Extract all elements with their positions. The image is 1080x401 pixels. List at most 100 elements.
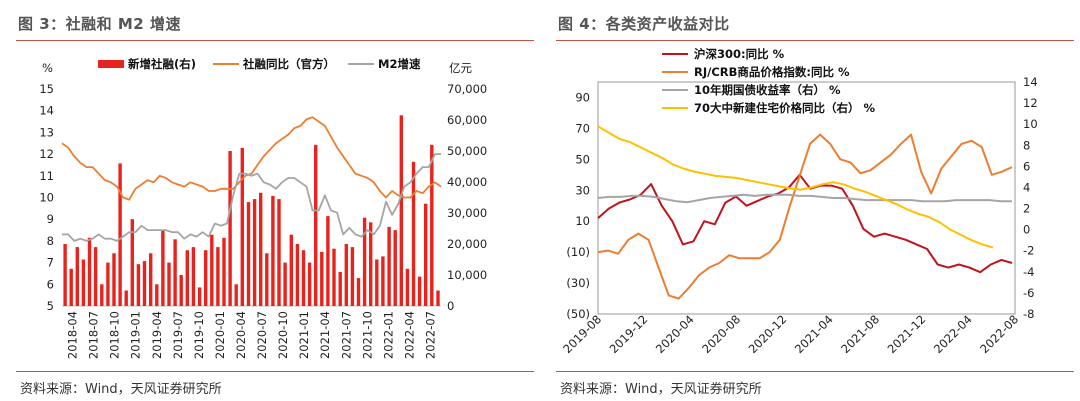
- right-panel: 图 4：各类资产收益对比 90 70 50 30 10 (10) (30) (50) 14 12 1…: [548, 0, 1080, 401]
- new-social-financing-bar: [430, 144, 434, 306]
- m2-growth-line: [62, 153, 441, 242]
- new-social-financing-bar: [173, 239, 177, 306]
- new-social-financing-bar: [369, 222, 373, 306]
- right-axis-tick-label: -6: [1023, 286, 1034, 300]
- right-panel-title: 图 4：各类资产收益对比: [558, 15, 730, 33]
- new-social-financing-bar: [271, 195, 275, 306]
- new-social-financing-bar: [424, 203, 428, 306]
- x-axis-tick-label: 2018-04: [66, 311, 80, 359]
- crb-commodity-yoy-line: [597, 133, 1013, 300]
- right-axis-unit: 亿元: [449, 61, 472, 75]
- new-social-financing-bar: [246, 202, 251, 306]
- new-social-financing-bar: [259, 192, 263, 306]
- new-social-financing-bar: [326, 216, 330, 306]
- new-social-financing-bar: [356, 278, 361, 306]
- new-social-financing-bar: [405, 268, 410, 306]
- left-axis-tick-label: 12: [39, 147, 54, 161]
- new-social-financing-bar: [362, 217, 367, 306]
- new-social-financing-bar: [81, 259, 86, 306]
- left-axis-tick-label: (50): [566, 307, 590, 321]
- new-social-financing-bar: [375, 259, 379, 306]
- csi300-yoy-line: [597, 173, 1013, 274]
- x-axis-tick-label: 2020-12: [746, 312, 790, 356]
- left-panel: 图 3：社融和 M2 增速 15 14 13 12 11 10 9 8 7 6 5 70,000 60,…: [8, 0, 540, 401]
- new-social-financing-bar: [411, 161, 416, 306]
- new-social-financing-bar: [161, 230, 165, 306]
- new-social-financing-bar: [100, 284, 104, 306]
- left-axis-tick-label: 50: [575, 152, 590, 166]
- right-axis-tick-label: 50,000: [447, 144, 487, 158]
- new-social-financing-bar: [387, 226, 391, 306]
- new-social-financing-bar: [399, 115, 403, 306]
- x-axis-tick-label: 2019-04: [150, 311, 164, 359]
- right-axis-tick-label: 0: [447, 299, 454, 313]
- right-axis-tick-label: -2: [1023, 244, 1034, 258]
- new-social-financing-bar: [167, 262, 171, 306]
- new-social-financing-bar: [75, 247, 79, 306]
- new-social-financing-bar: [216, 247, 220, 306]
- x-axis-tick-label: 2020-10: [276, 311, 290, 359]
- new-social-financing-bar: [112, 253, 116, 306]
- new-social-financing-bar: [301, 250, 306, 306]
- left-axis-tick-label: 10: [39, 191, 54, 205]
- social-financing-m2-chart: 15 14 13 12 11 10 9 8 7 6 5 70,000 60,000 50,000 40,00…: [39, 57, 487, 359]
- left-panel-title: 图 3：社融和 M2 增速: [18, 15, 181, 33]
- new-social-financing-bar: [350, 247, 355, 306]
- new-social-financing-bar: [289, 234, 293, 306]
- new-social-financing-bar: [228, 151, 232, 306]
- new-social-financing-bar: [63, 244, 67, 306]
- left-axis-tick-label: 70: [575, 121, 590, 135]
- new-social-financing-bar: [295, 244, 300, 306]
- new-social-financing-bar: [222, 237, 226, 306]
- new-social-financing-bar: [204, 250, 208, 306]
- legend-label-crb: RJ/CRB商品价格指数:同比 %: [694, 65, 850, 79]
- left-axis-tick-label: 90: [575, 90, 590, 104]
- new-social-financing-bar: [69, 268, 73, 306]
- x-axis-tick-label: 2021-07: [339, 311, 353, 359]
- x-axis-tick-label: 2018-10: [108, 311, 122, 359]
- legend-swatch-new-social-financing: [98, 60, 124, 68]
- asset-return-chart: 90 70 50 30 10 (10) (30) (50) 14 12 10 8 6 4 2 0 -2 -4 -6 -…: [560, 47, 1038, 356]
- x-axis-tick-label: 2019-07: [171, 311, 185, 359]
- right-axis-tick-label: 10: [1023, 117, 1038, 131]
- new-social-financing-bar: [283, 262, 287, 306]
- new-social-financing-bar: [124, 290, 128, 306]
- left-axis-tick-label: 9: [47, 212, 54, 226]
- right-axis-tick-label: -4: [1023, 265, 1034, 279]
- new-social-financing-bar: [381, 256, 385, 306]
- x-axis-tick-label: 2020-01: [213, 311, 227, 359]
- x-axis-tick-label: 2020-07: [255, 311, 269, 359]
- x-axis-tick-label: 2022-04: [931, 312, 975, 356]
- right-title-rule: [556, 40, 1074, 41]
- right-axis-tick-label: 2: [1023, 202, 1030, 216]
- new-social-financing-bar: [307, 262, 312, 306]
- left-axis-tick-label: 30: [575, 183, 590, 197]
- new-social-financing-bar: [338, 271, 342, 306]
- x-axis-tick-label: 2021-10: [360, 311, 374, 359]
- legend-label-10y: 10年期国债收益率（右） %: [694, 83, 841, 97]
- x-axis-tick-label: 2020-04: [653, 312, 697, 356]
- left-axis-tick-label: 7: [47, 256, 54, 270]
- x-axis-tick-label: 2021-08: [838, 312, 882, 356]
- new-social-financing-bar: [277, 199, 281, 306]
- left-axis-tick-label: 11: [39, 169, 54, 183]
- new-social-financing-bar: [265, 253, 269, 306]
- new-social-financing-bar: [314, 144, 318, 306]
- left-axis-tick-label: 15: [39, 82, 54, 96]
- right-axis-tick-label: 30,000: [447, 206, 487, 220]
- new-social-financing-bar: [344, 244, 348, 306]
- new-social-financing-bar: [185, 250, 189, 306]
- legend-label-m2: M2增速: [378, 57, 421, 71]
- legend-label-csi300: 沪深300:同比 %: [694, 47, 785, 61]
- x-axis-tick-label: 2020-08: [699, 312, 743, 356]
- new-social-financing-bar: [234, 284, 238, 306]
- legend-label-new-social-financing: 新增社融(右): [128, 57, 196, 71]
- x-axis-tick-label: 2022-07: [423, 311, 437, 359]
- right-axis-tick-label: 14: [1023, 75, 1038, 89]
- left-axis-unit: %: [42, 61, 53, 75]
- right-footer-rule: [556, 371, 1074, 372]
- new-social-financing-bar: [155, 284, 159, 306]
- left-axis-tick-label: 5: [47, 299, 54, 313]
- right-source-note: 资料来源：Wind，天风证券研究所: [560, 382, 762, 397]
- right-axis-tick-label: 40,000: [447, 175, 487, 189]
